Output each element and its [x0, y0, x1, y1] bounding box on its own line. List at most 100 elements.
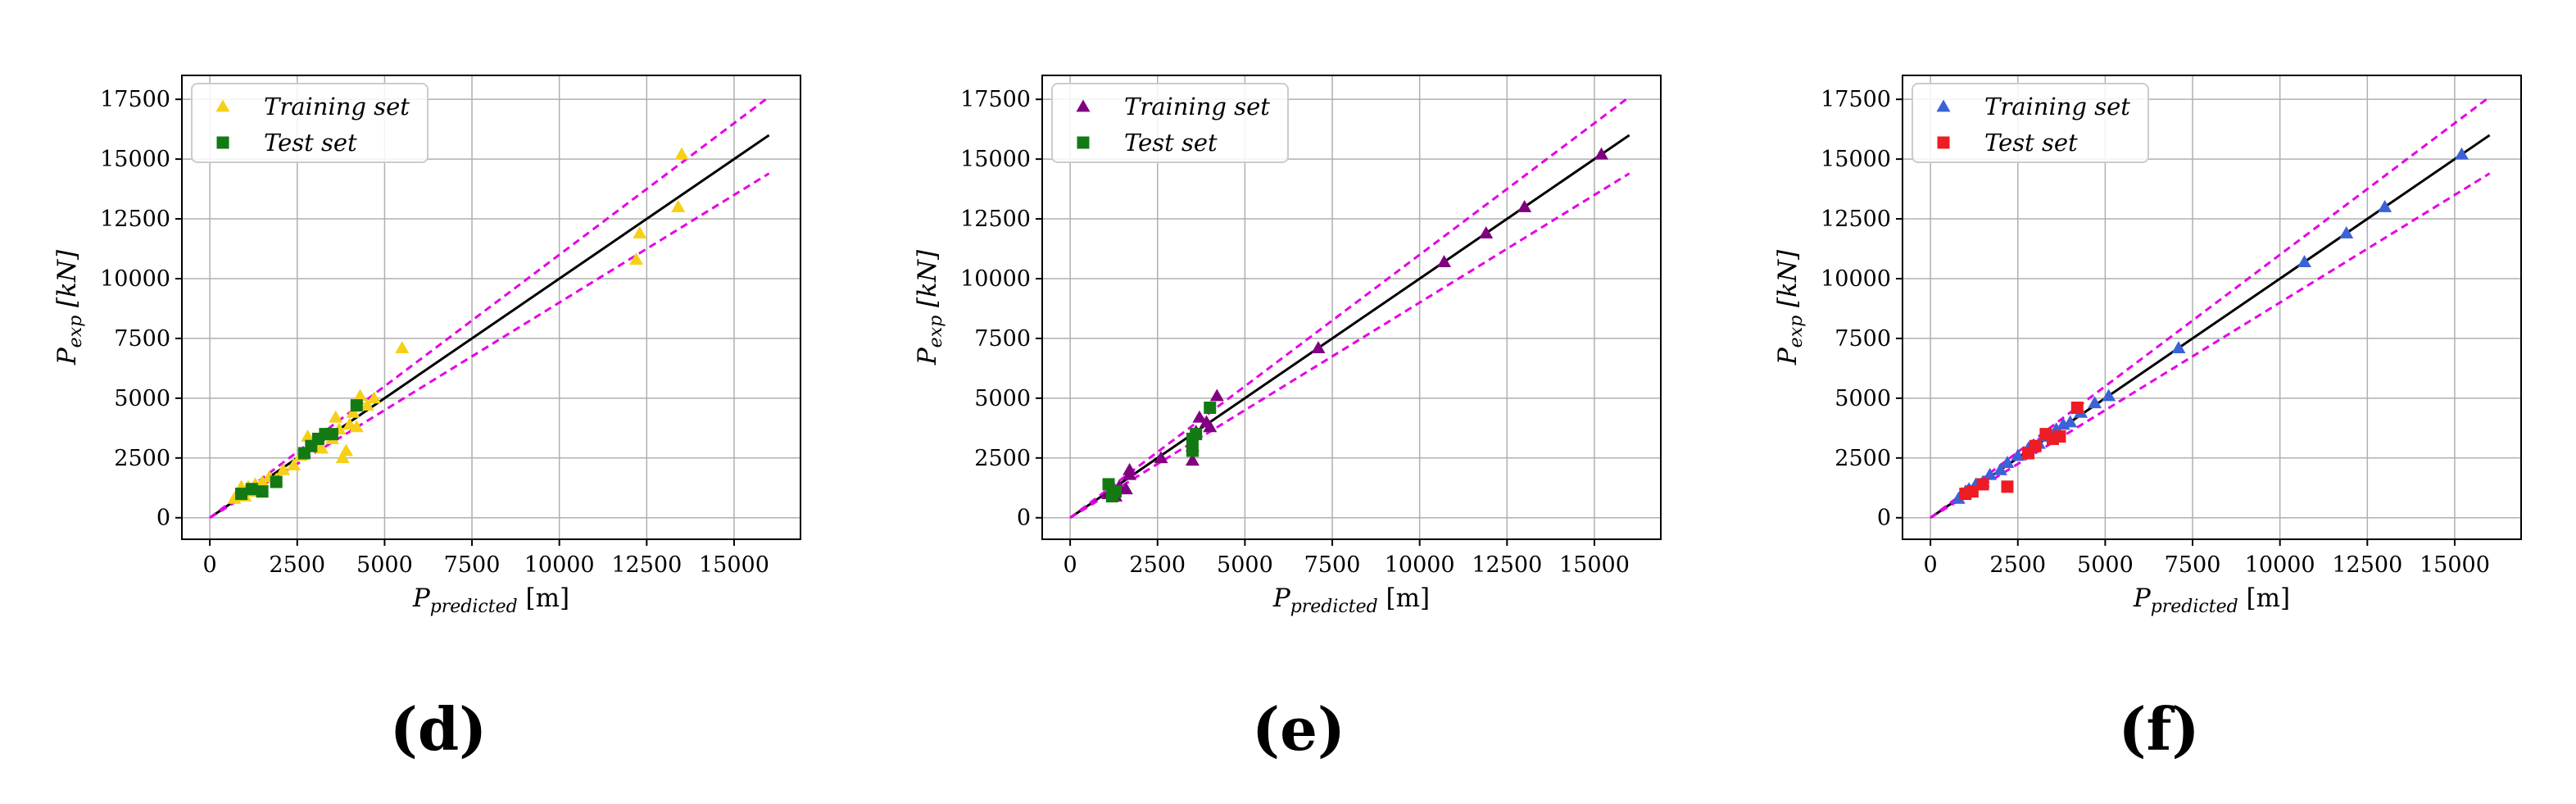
y-tick-label: 17500	[100, 87, 170, 112]
legend-marker-square	[216, 136, 229, 149]
x-tick-label: 2500	[1989, 552, 2046, 578]
x-tick-label: 10000	[2245, 552, 2315, 578]
data-point-triangle	[2297, 255, 2312, 267]
plot-frame	[1902, 75, 2522, 540]
plot-frame	[1041, 75, 1662, 540]
reference-lines	[1069, 96, 1630, 520]
plot-frame	[181, 75, 801, 540]
data-point-triangle	[671, 199, 686, 212]
y-tick-label: 7500	[1834, 326, 1891, 352]
y-tick-label: 17500	[960, 87, 1031, 112]
x-tick-label: 7500	[1304, 552, 1361, 578]
y-tick-label: 17500	[1821, 87, 1891, 112]
data-point-triangle	[255, 475, 270, 488]
data-point-triangle	[301, 429, 315, 442]
data-point-triangle	[1122, 462, 1137, 475]
x-tick-label: 12500	[1472, 552, 1542, 578]
x-tick-label: 5000	[1217, 552, 1273, 578]
data-point-triangle	[315, 441, 329, 454]
y-tick-label: 10000	[1821, 266, 1891, 292]
y-tick-label: 15000	[1821, 147, 1891, 172]
data-points	[1951, 147, 2469, 504]
data-point-square	[1204, 402, 1217, 415]
data-point-triangle	[1479, 226, 1494, 238]
x-tick-label: 7500	[2165, 552, 2221, 578]
y-axis-title: Pexp [kN]	[1773, 249, 1807, 366]
x-tick-label: 2500	[269, 552, 325, 578]
data-point-triangle	[1437, 255, 1452, 267]
data-point-triangle	[1185, 453, 1200, 466]
legend-entry-label: Test set	[1984, 129, 2078, 157]
x-tick-label: 2500	[1129, 552, 1186, 578]
x-axis-title: Ppredicted [m]	[412, 584, 569, 617]
panel-label: (e)	[1252, 694, 1345, 764]
data-point-square	[2029, 439, 2042, 452]
data-point-square	[270, 475, 283, 488]
x-tick-label: 15000	[699, 552, 769, 578]
data-point-triangle	[2011, 448, 2025, 461]
data-point-triangle	[2088, 396, 2102, 409]
y-tick-label: 2500	[974, 446, 1031, 471]
y-tick-label: 15000	[960, 147, 1031, 172]
y-tick-label: 7500	[974, 326, 1031, 352]
band-line	[1069, 96, 1630, 519]
panel-2: 0 2500 5000 7500 10000 12500 15000 0 2500 5000 750…	[913, 75, 1662, 764]
legend: Training set Test set	[1051, 83, 1289, 163]
y-tick-label: 0	[1017, 506, 1031, 531]
data-point-triangle	[335, 451, 350, 464]
x-tick-label: 15000	[1559, 552, 1630, 578]
y-tick-label: 12500	[960, 207, 1031, 232]
y-tick-label: 0	[156, 506, 170, 531]
data-points	[1101, 147, 1608, 502]
legend-entry-label: Test set	[264, 129, 357, 157]
data-point-triangle	[353, 388, 368, 402]
x-tick-label: 0	[1924, 552, 1938, 578]
data-point-triangle	[629, 252, 644, 266]
data-point-triangle	[2454, 147, 2469, 160]
data-point-triangle	[360, 398, 374, 411]
data-point-triangle	[338, 443, 353, 457]
data-point-triangle	[1594, 147, 1608, 160]
legend-entry-label: Test set	[1124, 129, 1218, 157]
y-axis-title: Pexp [kN]	[52, 249, 86, 366]
panel-label: (f)	[2118, 694, 2199, 764]
data-point-square	[1190, 428, 1203, 441]
data-point-triangle	[395, 341, 410, 353]
data-point-triangle	[276, 462, 291, 475]
data-point-triangle	[633, 226, 647, 238]
data-point-triangle	[2063, 415, 2078, 428]
data-point-triangle	[674, 147, 689, 160]
data-point-triangle	[1192, 410, 1207, 423]
identity-line	[1069, 134, 1630, 519]
x-axis-title: Ppredicted [m]	[2133, 584, 2290, 617]
x-tick-label: 5000	[356, 552, 413, 578]
data-point-square	[245, 483, 258, 496]
legend-marker-triangle	[1936, 99, 1951, 112]
data-point-triangle	[1203, 420, 1218, 433]
band-line	[1069, 172, 1630, 520]
data-point-square	[1109, 485, 1122, 498]
legend-marker-triangle	[215, 99, 230, 112]
data-points	[227, 147, 689, 504]
x-tick-label: 15000	[2420, 552, 2490, 578]
legend-box	[191, 83, 429, 163]
data-point-square	[1186, 444, 1199, 457]
x-tick-label: 0	[1064, 552, 1077, 578]
data-point-square	[325, 428, 338, 441]
data-point-triangle	[2339, 226, 2354, 238]
legend-marker-triangle	[1076, 99, 1091, 112]
y-tick-label: 5000	[974, 386, 1031, 411]
legend-entry-label: Training set	[1124, 93, 1270, 120]
data-point-triangle	[349, 420, 364, 433]
legend-entry-label: Training set	[1984, 93, 2130, 120]
y-tick-label: 15000	[100, 147, 170, 172]
data-point-triangle	[2378, 199, 2392, 212]
y-axis-title: Pexp [kN]	[913, 249, 946, 366]
y-tick-label: 5000	[114, 386, 170, 411]
panel-3: 0 2500 5000 7500 10000 12500 15000 0 2500 5000 750…	[1773, 75, 2522, 764]
legend-marker-square	[1077, 136, 1090, 149]
legend-marker-square	[1937, 136, 1950, 149]
data-point-triangle	[1993, 462, 2007, 475]
band-line	[209, 172, 770, 520]
